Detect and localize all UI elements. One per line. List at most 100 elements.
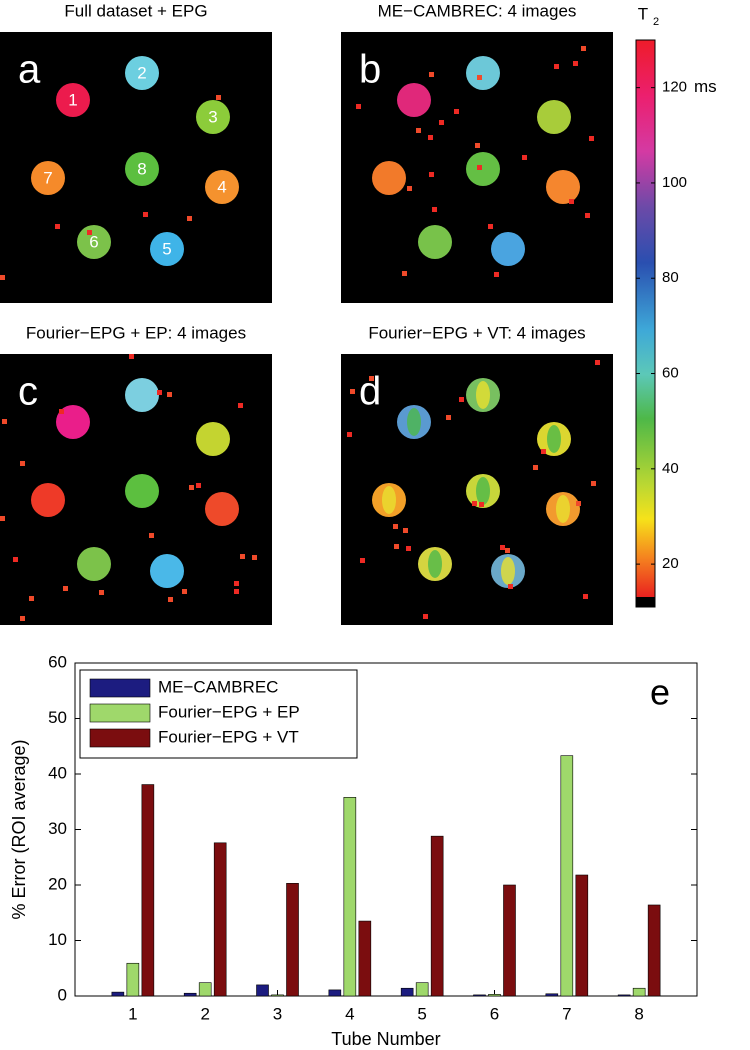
noise-pixel xyxy=(423,614,428,619)
bar xyxy=(198,982,212,997)
bar xyxy=(141,784,155,997)
legend-swatch xyxy=(89,678,151,698)
noise-pixel xyxy=(252,555,257,560)
colorbar-tick-label: 80 xyxy=(662,269,679,286)
bar xyxy=(560,755,574,997)
tube-core xyxy=(476,381,490,409)
noise-pixel xyxy=(477,165,482,170)
noise-pixel xyxy=(59,409,64,414)
noise-pixel xyxy=(554,64,559,69)
x-axis-label: Tube Number xyxy=(331,1029,440,1049)
tube xyxy=(77,225,111,259)
bar xyxy=(632,987,646,997)
tube xyxy=(56,405,90,439)
legend-swatch xyxy=(89,728,151,748)
noise-pixel xyxy=(403,528,408,533)
noise-pixel xyxy=(591,481,596,486)
colorbar-title: T xyxy=(638,4,648,23)
noise-pixel xyxy=(168,597,173,602)
noise-pixel xyxy=(0,516,5,521)
noise-pixel xyxy=(360,558,365,563)
tube xyxy=(546,170,580,204)
noise-pixel xyxy=(454,109,459,114)
panel-title: Fourier−EPG + VT: 4 images xyxy=(368,323,585,342)
tube-core xyxy=(556,495,570,523)
tube xyxy=(491,232,525,266)
bar xyxy=(400,987,414,997)
noise-pixel xyxy=(149,533,154,538)
noise-pixel xyxy=(477,75,482,80)
tube xyxy=(125,56,159,90)
noise-pixel xyxy=(240,554,245,559)
noise-pixel xyxy=(428,135,433,140)
noise-pixel xyxy=(2,419,7,424)
panel-title: ME−CAMBREC: 4 images xyxy=(378,1,577,20)
noise-pixel xyxy=(439,120,444,125)
noise-pixel xyxy=(234,589,239,594)
tube xyxy=(205,170,239,204)
y-tick-label: 20 xyxy=(48,874,67,893)
tube-core xyxy=(382,486,396,514)
noise-pixel xyxy=(573,61,578,66)
tube xyxy=(31,161,65,195)
tube-label: 4 xyxy=(217,177,226,196)
tube-core xyxy=(501,557,515,585)
bar xyxy=(488,994,501,997)
noise-pixel xyxy=(394,544,399,549)
noise-pixel xyxy=(429,72,434,77)
noise-pixel xyxy=(459,397,464,402)
image-panel: c xyxy=(0,354,272,625)
noise-pixel xyxy=(182,589,187,594)
noise-pixel xyxy=(488,224,493,229)
noise-pixel xyxy=(55,224,60,229)
bar xyxy=(617,994,631,997)
x-tick-label: 6 xyxy=(490,1004,499,1023)
noise-pixel xyxy=(187,216,192,221)
bar xyxy=(575,874,589,997)
y-tick-label: 10 xyxy=(48,930,67,949)
colorbar-frame xyxy=(635,39,656,608)
tube xyxy=(150,232,184,266)
y-tick-label: 30 xyxy=(48,819,67,838)
colorbar-tick-label: 20 xyxy=(662,555,679,572)
noise-pixel xyxy=(0,275,5,280)
noise-pixel xyxy=(347,432,352,437)
bar xyxy=(647,904,661,997)
noise-pixel xyxy=(446,415,451,420)
tube xyxy=(537,100,571,134)
panel-label: d xyxy=(359,370,381,414)
bar xyxy=(545,993,559,997)
legend-label: ME−CAMBREC xyxy=(158,677,278,696)
tube-core xyxy=(547,425,561,453)
noise-pixel xyxy=(63,586,68,591)
panel-label: c xyxy=(18,370,38,414)
tube xyxy=(31,483,65,517)
tube xyxy=(397,83,431,117)
noise-pixel xyxy=(508,584,513,589)
colorbar-tick-label: 40 xyxy=(662,460,679,477)
noise-pixel xyxy=(406,546,411,551)
tube xyxy=(125,152,159,186)
bar xyxy=(358,920,372,997)
noise-pixel xyxy=(350,389,355,394)
noise-pixel xyxy=(533,465,538,470)
noise-pixel xyxy=(585,213,590,218)
noise-pixel xyxy=(216,95,221,100)
noise-pixel xyxy=(475,143,480,148)
tube-label: 6 xyxy=(89,232,98,251)
noise-pixel xyxy=(479,502,484,507)
legend-swatch xyxy=(89,703,151,723)
noise-pixel xyxy=(234,581,239,586)
bar xyxy=(271,994,284,997)
tube xyxy=(196,100,230,134)
noise-pixel xyxy=(20,461,25,466)
noise-pixel xyxy=(541,449,546,454)
tube-label: 2 xyxy=(137,63,146,82)
noise-pixel xyxy=(416,128,421,133)
noise-pixel xyxy=(20,616,25,621)
tube-label: 5 xyxy=(162,239,171,258)
noise-pixel xyxy=(238,403,243,408)
panel-label: a xyxy=(18,48,41,92)
noise-pixel xyxy=(589,136,594,141)
noise-pixel xyxy=(29,596,34,601)
